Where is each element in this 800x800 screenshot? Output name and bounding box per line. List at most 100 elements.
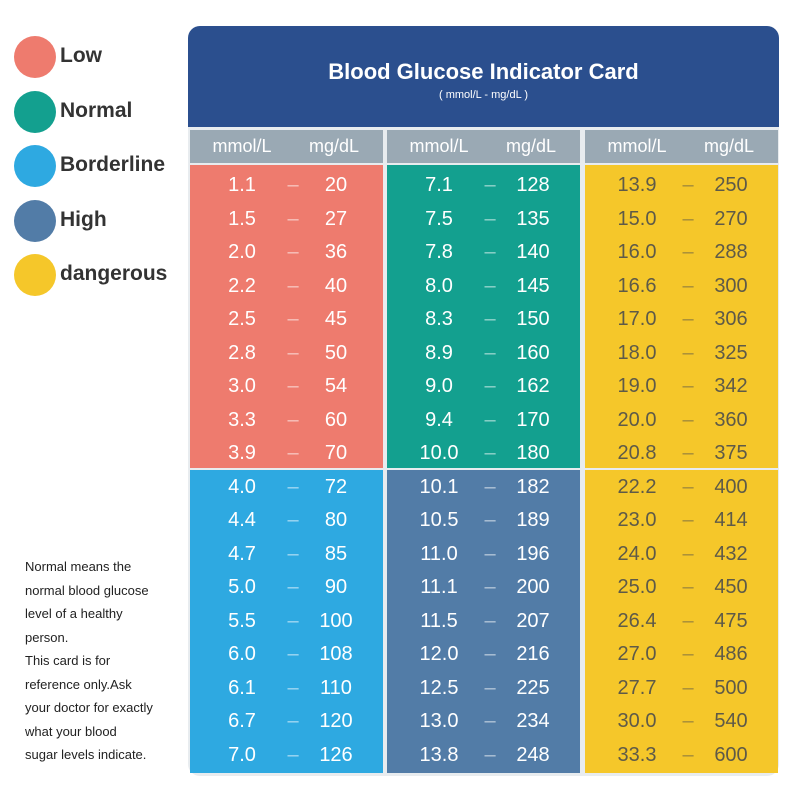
mgdl-value: 120 bbox=[319, 710, 353, 732]
note-line: what your blood bbox=[25, 723, 117, 739]
mgdl-value: 54 bbox=[324, 375, 348, 397]
separator: – bbox=[287, 174, 299, 196]
separator: – bbox=[484, 207, 496, 230]
separator: – bbox=[682, 509, 694, 531]
mgdl-value: 600 bbox=[714, 743, 748, 766]
note-line: sugar levels indicate. bbox=[25, 747, 147, 762]
mmol-value: 27.7 bbox=[617, 676, 657, 699]
separator: – bbox=[287, 576, 299, 598]
mmol-value: 11.5 bbox=[420, 609, 458, 632]
mmol-value: 2.0 bbox=[228, 241, 256, 263]
separator: – bbox=[682, 408, 694, 431]
mgdl-value: 450 bbox=[714, 576, 748, 598]
mmol-value: 6.0 bbox=[228, 643, 256, 665]
column-header: mg/dL bbox=[308, 136, 360, 156]
mgdl-value: 486 bbox=[714, 643, 748, 665]
mmol-value: 5.0 bbox=[228, 576, 256, 598]
mmol-value: 1.5 bbox=[228, 207, 256, 230]
separator: – bbox=[682, 341, 694, 364]
separator: – bbox=[287, 241, 299, 263]
card-subtitle: ( mmol/L - mg/dL ) bbox=[438, 89, 529, 101]
mgdl-value: 36 bbox=[324, 241, 348, 263]
separator: – bbox=[682, 609, 694, 632]
separator: – bbox=[287, 308, 299, 330]
separator: – bbox=[484, 609, 496, 632]
mmol-value: 13.0 bbox=[419, 710, 459, 732]
separator: – bbox=[682, 308, 694, 330]
mmol-value: 2.2 bbox=[228, 274, 256, 297]
mmol-value: 30.0 bbox=[617, 710, 657, 732]
mgdl-value: 126 bbox=[319, 743, 353, 766]
mmol-value: 12.5 bbox=[419, 676, 459, 699]
legend-dot bbox=[14, 199, 56, 242]
separator: – bbox=[287, 710, 299, 732]
note-line: This card is for bbox=[25, 653, 111, 668]
note-line: Normal means the bbox=[25, 559, 132, 574]
mgdl-value: 128 bbox=[516, 174, 550, 196]
mmol-value: 4.0 bbox=[228, 475, 256, 498]
mmol-value: 3.3 bbox=[228, 408, 256, 431]
mmol-value: 24.0 bbox=[617, 542, 657, 565]
column-header: mmol/L bbox=[607, 136, 667, 156]
separator: – bbox=[682, 710, 694, 732]
group-bg bbox=[585, 470, 778, 773]
mmol-value: 17.0 bbox=[617, 308, 657, 330]
note-line: reference only.Ask bbox=[25, 676, 132, 692]
mmol-value: 11.0 bbox=[420, 542, 458, 565]
mmol-value: 16.0 bbox=[617, 241, 657, 263]
mgdl-value: 207 bbox=[516, 609, 550, 632]
mgdl-value: 196 bbox=[516, 542, 550, 565]
mgdl-value: 140 bbox=[516, 241, 550, 263]
separator: – bbox=[287, 207, 299, 230]
legend-label: High bbox=[60, 207, 107, 231]
mmol-value: 20.8 bbox=[617, 442, 657, 464]
separator: – bbox=[287, 408, 299, 431]
separator: – bbox=[484, 408, 496, 431]
legend-label: Low bbox=[60, 44, 102, 67]
column-header: mmol/L bbox=[409, 136, 469, 156]
separator: – bbox=[484, 442, 496, 464]
mmol-value: 20.0 bbox=[617, 408, 657, 431]
mgdl-value: 360 bbox=[714, 408, 748, 431]
mmol-value: 2.5 bbox=[228, 308, 256, 330]
separator: – bbox=[287, 743, 299, 766]
separator: – bbox=[682, 475, 694, 498]
mgdl-value: 27 bbox=[324, 207, 348, 230]
mmol-value: 7.1 bbox=[425, 174, 453, 196]
mgdl-value: 189 bbox=[516, 509, 550, 531]
mmol-value: 16.6 bbox=[617, 274, 657, 297]
mgdl-value: 110 bbox=[320, 676, 352, 699]
mmol-value: 33.3 bbox=[617, 743, 657, 766]
note-line: level of a healthy bbox=[25, 606, 123, 621]
separator: – bbox=[287, 442, 299, 464]
separator: – bbox=[484, 375, 496, 397]
separator: – bbox=[484, 509, 496, 531]
legend-label: Borderline bbox=[60, 153, 166, 176]
mgdl-value: 306 bbox=[714, 308, 748, 330]
mgdl-value: 50 bbox=[324, 341, 348, 364]
mmol-value: 3.9 bbox=[228, 442, 256, 464]
legend-dot bbox=[14, 36, 56, 78]
legend-dot bbox=[14, 145, 56, 187]
card-title: Blood Glucose Indicator Card bbox=[328, 59, 639, 84]
group-bg bbox=[387, 470, 580, 773]
separator: – bbox=[287, 475, 299, 498]
separator: – bbox=[287, 341, 299, 364]
mmol-value: 9.4 bbox=[425, 408, 453, 431]
separator: – bbox=[682, 274, 694, 297]
mgdl-value: 162 bbox=[516, 375, 550, 397]
mgdl-value: 234 bbox=[516, 710, 550, 732]
note-line: your doctor for exactly bbox=[25, 700, 153, 715]
legend-label: Normal bbox=[60, 98, 133, 122]
mmol-value: 15.0 bbox=[617, 207, 657, 230]
mgdl-value: 248 bbox=[516, 743, 550, 766]
mgdl-value: 135 bbox=[516, 207, 550, 230]
group-bg bbox=[585, 165, 778, 468]
mmol-value: 3.0 bbox=[228, 375, 256, 397]
mmol-value: 26.4 bbox=[617, 609, 657, 632]
separator: – bbox=[682, 542, 694, 565]
legend-label: dangerous bbox=[60, 262, 168, 285]
separator: – bbox=[682, 576, 694, 598]
legend-dot bbox=[14, 254, 56, 296]
